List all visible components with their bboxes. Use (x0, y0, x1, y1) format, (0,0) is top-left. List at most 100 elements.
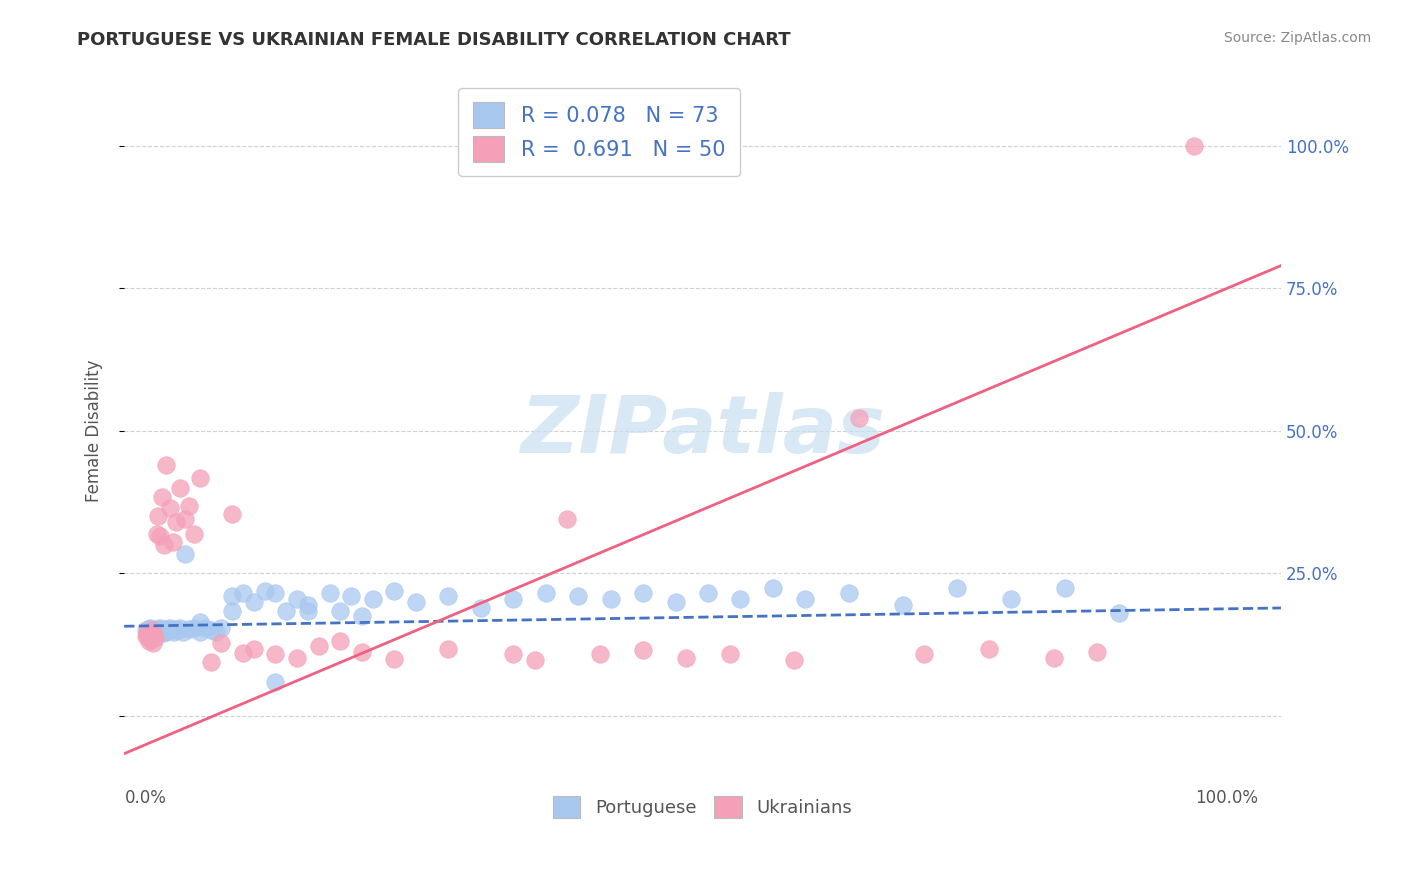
Point (697, 586, 720, 600)
Point (165, 623, 187, 637)
Point (163, 624, 186, 639)
Point (783, 653, 806, 667)
Point (200, 655, 222, 669)
Point (599, 592, 621, 607)
Point (172, 624, 194, 639)
Point (297, 598, 319, 612)
Point (165, 515, 187, 529)
Point (143, 625, 166, 640)
Point (205, 624, 228, 639)
Point (221, 589, 243, 603)
Point (977, 641, 1000, 656)
Point (243, 595, 266, 609)
Point (152, 626, 174, 640)
Point (264, 648, 287, 662)
Point (318, 586, 340, 600)
Point (138, 626, 160, 640)
Point (589, 648, 612, 662)
Point (169, 621, 191, 635)
Point (567, 589, 589, 603)
Point (232, 646, 254, 660)
Point (329, 603, 352, 617)
Text: Source: ZipAtlas.com: Source: ZipAtlas.com (1223, 31, 1371, 45)
Point (523, 653, 546, 667)
Point (1043, 651, 1066, 665)
Point (135, 626, 157, 640)
Point (631, 586, 654, 600)
Point (253, 583, 276, 598)
Point (150, 624, 173, 639)
Point (891, 598, 914, 612)
Point (141, 624, 163, 639)
Point (209, 621, 232, 635)
Point (156, 622, 179, 636)
Point (1000, 592, 1022, 607)
Point (167, 624, 190, 638)
Point (160, 624, 183, 638)
Point (142, 622, 165, 636)
Point (209, 636, 232, 650)
Point (384, 652, 406, 666)
Point (142, 636, 165, 650)
Point (149, 529, 172, 543)
Point (188, 615, 211, 629)
Point (135, 624, 157, 639)
Point (173, 512, 195, 526)
Point (183, 526, 205, 541)
Point (285, 651, 308, 665)
Point (264, 674, 287, 689)
Point (557, 512, 579, 526)
Point (177, 499, 200, 513)
Point (145, 632, 167, 646)
Point (188, 471, 211, 485)
Point (243, 641, 266, 656)
Point (350, 609, 373, 624)
Point (183, 621, 205, 635)
Point (437, 589, 460, 603)
Text: PORTUGUESE VS UKRAINIAN FEMALE DISABILITY CORRELATION CHART: PORTUGUESE VS UKRAINIAN FEMALE DISABILIT… (77, 31, 792, 49)
Point (135, 629, 157, 643)
Point (153, 623, 176, 637)
Point (276, 603, 298, 617)
Point (350, 645, 373, 659)
Point (136, 630, 159, 644)
Point (730, 592, 752, 607)
Point (173, 547, 195, 561)
Point (153, 538, 176, 552)
Text: ZIPatlas: ZIPatlas (520, 392, 884, 470)
Point (502, 648, 524, 662)
Point (138, 633, 160, 648)
Point (675, 651, 697, 665)
Point (221, 507, 243, 521)
Point (848, 411, 870, 425)
Point (155, 624, 177, 638)
Point (200, 624, 222, 638)
Point (136, 623, 159, 637)
Point (141, 624, 163, 638)
Point (145, 624, 167, 638)
Point (155, 624, 177, 639)
Point (718, 648, 741, 662)
Point (329, 633, 352, 648)
Point (1108, 607, 1130, 621)
Point (631, 643, 654, 657)
Point (149, 624, 172, 638)
Point (1053, 581, 1076, 595)
Point (162, 535, 184, 549)
Point (169, 481, 191, 495)
Point (188, 624, 211, 639)
Point (141, 632, 163, 646)
Point (384, 583, 406, 598)
Point (146, 623, 169, 637)
Point (221, 603, 243, 617)
Point (194, 621, 217, 635)
Point (285, 592, 308, 607)
Point (232, 586, 254, 600)
Point (1085, 645, 1108, 659)
Legend: Portuguese, Ukrainians: Portuguese, Ukrainians (546, 789, 859, 825)
Point (297, 603, 319, 617)
Point (762, 581, 785, 595)
Point (361, 592, 384, 607)
Point (340, 589, 363, 603)
Point (141, 624, 163, 638)
